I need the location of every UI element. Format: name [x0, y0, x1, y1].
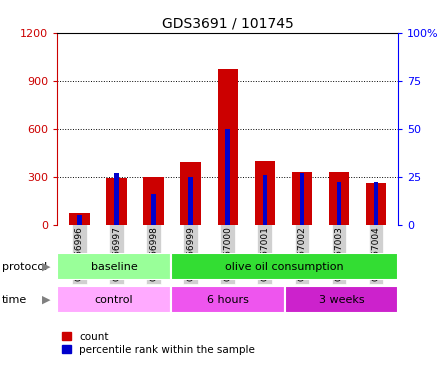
- Title: GDS3691 / 101745: GDS3691 / 101745: [162, 16, 293, 30]
- Bar: [225, 129, 230, 225]
- Bar: [57, 253, 171, 280]
- Bar: [374, 182, 378, 225]
- Text: olive oil consumption: olive oil consumption: [225, 262, 344, 272]
- Legend: count, percentile rank within the sample: count, percentile rank within the sample: [62, 332, 255, 355]
- Bar: [151, 194, 156, 225]
- Text: 3 weeks: 3 weeks: [319, 295, 364, 305]
- Bar: [217, 70, 238, 225]
- Text: protocol: protocol: [2, 262, 48, 272]
- Bar: [329, 172, 349, 225]
- Text: control: control: [95, 295, 133, 305]
- Bar: [77, 215, 82, 225]
- Bar: [337, 182, 341, 225]
- Bar: [143, 177, 164, 225]
- Bar: [69, 214, 90, 225]
- Text: baseline: baseline: [91, 262, 137, 272]
- Bar: [106, 178, 127, 225]
- Bar: [292, 172, 312, 225]
- Bar: [285, 286, 398, 313]
- Bar: [366, 183, 386, 225]
- Text: 6 hours: 6 hours: [207, 295, 249, 305]
- Text: time: time: [2, 295, 27, 305]
- Bar: [57, 286, 171, 313]
- Bar: [255, 161, 275, 225]
- Text: ▶: ▶: [42, 262, 51, 272]
- Bar: [188, 177, 193, 225]
- Bar: [180, 162, 201, 225]
- Bar: [300, 173, 304, 225]
- Bar: [171, 286, 285, 313]
- Bar: [171, 253, 398, 280]
- Bar: [114, 173, 119, 225]
- Bar: [263, 175, 267, 225]
- Text: ▶: ▶: [42, 295, 51, 305]
